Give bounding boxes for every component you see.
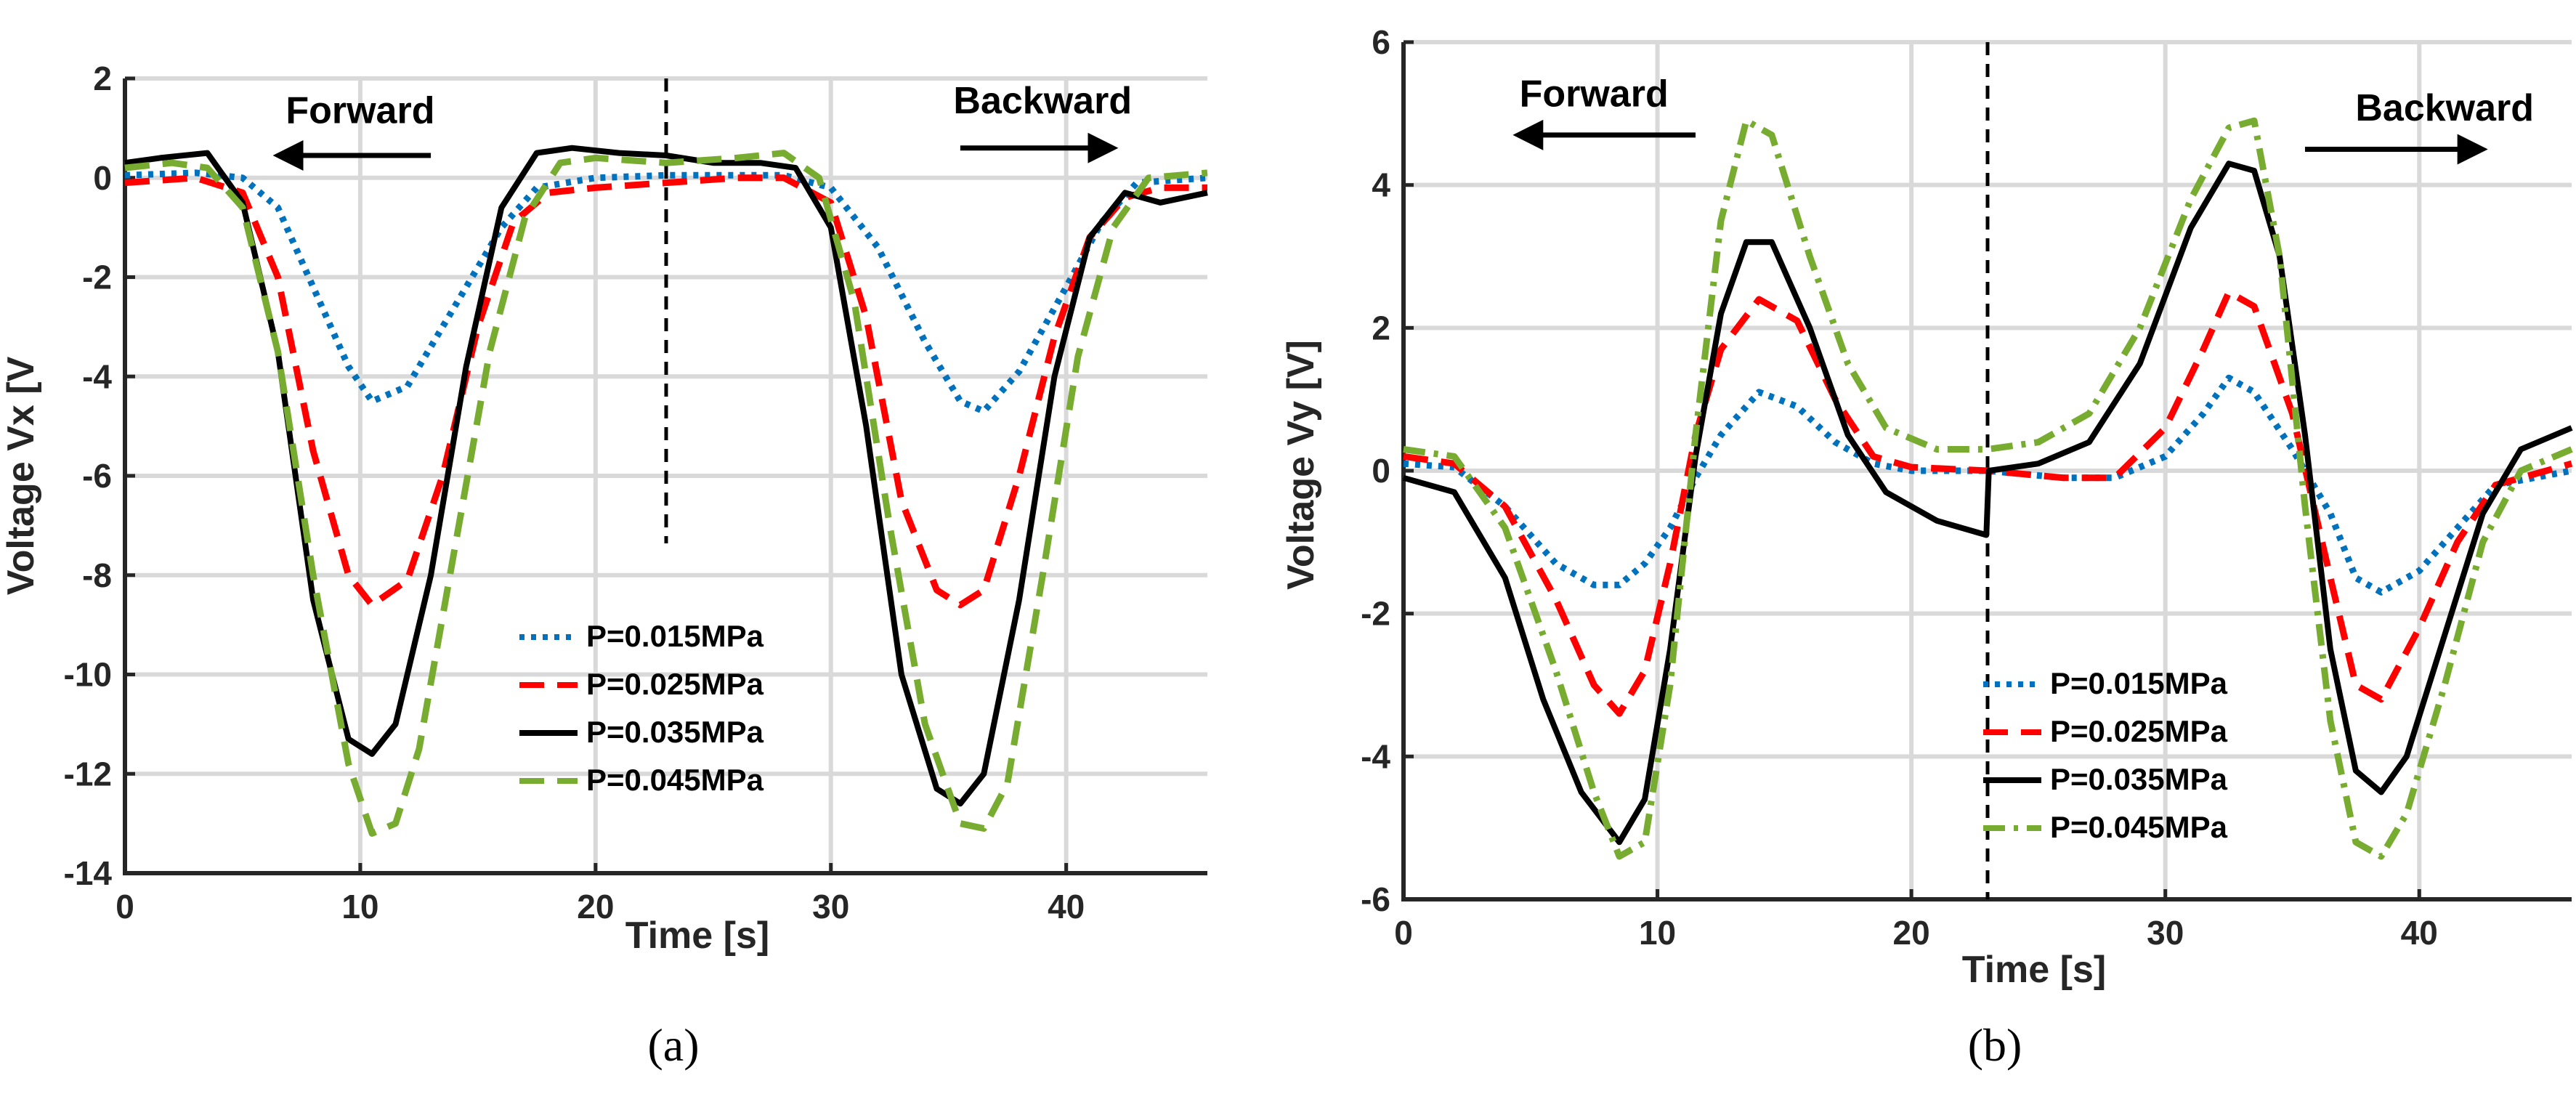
x-tick-label: 20 [577, 888, 614, 925]
panel-caption: (a) [647, 1019, 699, 1071]
series-line-p-0-035mpa [1402, 161, 2573, 846]
y-tick-label: -8 [82, 556, 112, 594]
legend-label: P=0.015MPa [2050, 666, 2228, 700]
legend-label: P=0.025MPa [586, 667, 764, 701]
annotation-backward: Backward [953, 80, 1132, 122]
legend-label: P=0.035MPa [2050, 762, 2228, 796]
y-axis-label: Voltage Vx [V [0, 356, 42, 595]
x-tick-label: 10 [341, 888, 378, 925]
legend-label: P=0.045MPa [586, 763, 764, 797]
y-tick-label: -2 [82, 259, 112, 296]
annotation-backward: Backward [2355, 87, 2534, 129]
series-line-p-0-025mpa [124, 174, 1207, 609]
x-axis-label: Time [s] [625, 915, 769, 957]
x-tick-label: 30 [2147, 914, 2184, 952]
legend: P=0.015MPa P=0.025MPa P=0.035MPa P=0.045MPa [519, 619, 764, 797]
y-tick-label: 6 [1372, 23, 1390, 61]
x-tick-label: 0 [116, 888, 134, 925]
y-tick-label: 4 [1372, 166, 1390, 204]
series-line-p-0-045mpa [1403, 117, 2573, 860]
legend-label: P=0.045MPa [2050, 810, 2228, 844]
y-tick-label: 0 [93, 159, 112, 197]
series-line-p-0-045mpa [124, 150, 1208, 837]
y-axis-label: Voltage Vy [V] [1280, 340, 1322, 590]
legend-label: P=0.015MPa [586, 619, 764, 653]
y-tick-label: -14 [64, 854, 113, 892]
y-tick-label: 2 [1372, 309, 1390, 347]
y-tick-label: -12 [64, 755, 112, 793]
y-tick-label: -6 [1361, 880, 1390, 918]
y-tick-label: 2 [93, 60, 112, 97]
series-line-p-0-035mpa [124, 145, 1208, 807]
series-line-p-0-025mpa [1403, 288, 2573, 717]
series-line-p-0-015mpa [1403, 374, 2572, 596]
x-axis-label: Time [s] [1962, 949, 2106, 991]
y-tick-label: -4 [1361, 737, 1390, 775]
x-tick-label: 40 [2401, 914, 2438, 952]
x-tick-label: 0 [1394, 914, 1413, 952]
annotation-forward: Forward [1520, 73, 1669, 116]
y-tick-label: -4 [82, 357, 112, 395]
annotation-forward: Forward [285, 90, 434, 132]
y-tick-label: 0 [1372, 452, 1390, 490]
x-tick-label: 40 [1048, 888, 1085, 925]
y-tick-label: -10 [64, 656, 112, 694]
x-tick-label: 10 [1639, 914, 1676, 952]
y-tick-label: -2 [1361, 595, 1390, 633]
legend-label: P=0.035MPa [586, 715, 764, 749]
series-line-p-0-015mpa [124, 169, 1208, 415]
legend-label: P=0.025MPa [2050, 714, 2228, 748]
legend: P=0.015MPa P=0.025MPa P=0.035MPa P=0.045MPa [1983, 666, 2228, 844]
panel-caption: (b) [1968, 1019, 2022, 1071]
x-tick-label: 30 [812, 888, 849, 925]
y-tick-label: -6 [82, 457, 112, 495]
x-tick-label: 20 [1893, 914, 1930, 952]
